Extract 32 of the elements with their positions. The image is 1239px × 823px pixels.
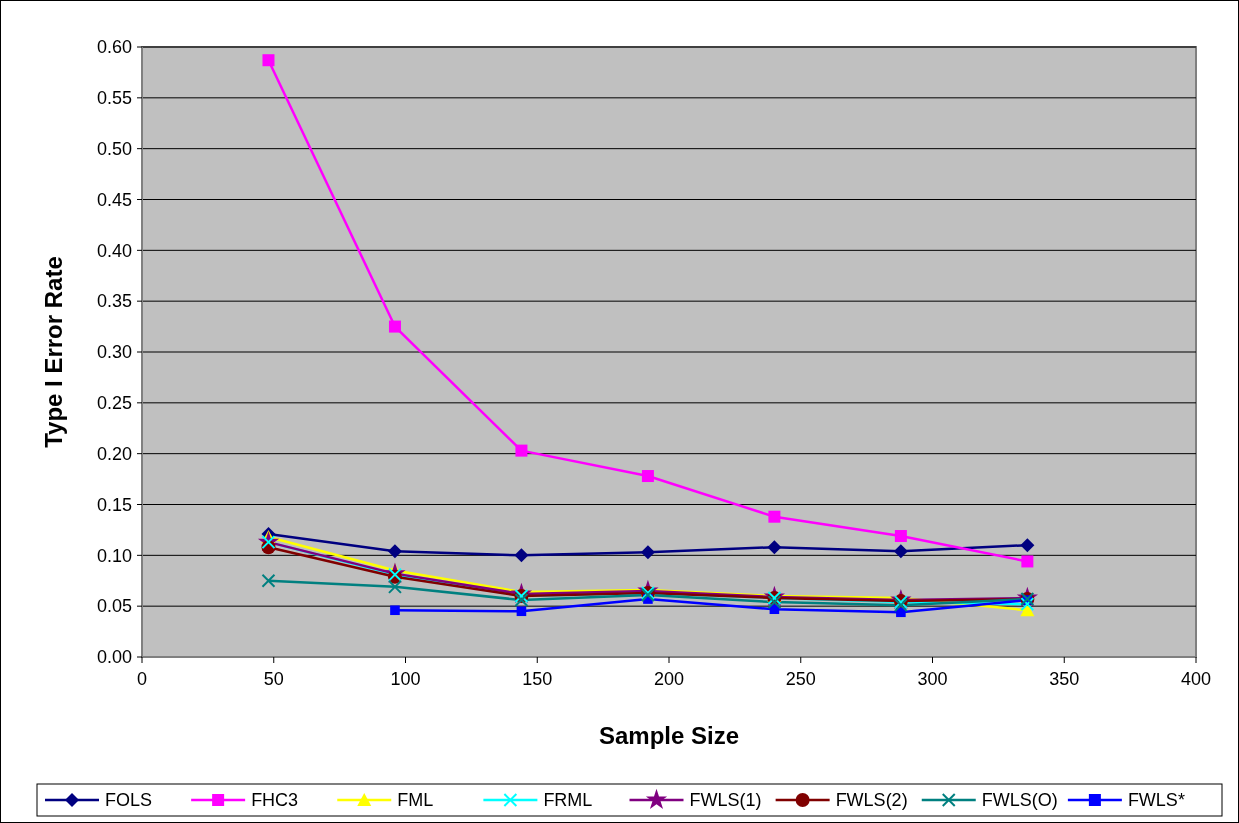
x-tick-label: 50 <box>263 669 284 689</box>
y-tick-label: 0.05 <box>96 596 132 617</box>
y-tick-label: 0.00 <box>96 647 132 668</box>
legend-label: FWLS* <box>1127 790 1185 811</box>
y-tick-label: 0.50 <box>96 138 132 159</box>
x-tick-label: 200 <box>653 669 685 689</box>
x-tick-label: 300 <box>917 669 948 689</box>
legend-label: FML <box>397 790 434 811</box>
y-tick-label: 0.40 <box>96 240 132 261</box>
y-tick-label: 0.35 <box>96 291 132 312</box>
y-tick-label: 0.30 <box>96 342 132 363</box>
y-tick-label: 0.15 <box>96 494 132 515</box>
y-tick-label: 0.45 <box>96 189 132 210</box>
x-tick-label: 400 <box>1180 669 1212 689</box>
y-tick-label: 0.55 <box>96 88 132 109</box>
y-tick-label: 0.60 <box>96 37 132 58</box>
legend-label: FWLS(O) <box>981 790 1058 811</box>
x-axis-title: Sample Size <box>598 722 740 749</box>
legend-label: FRML <box>543 790 593 811</box>
x-tick-label: 100 <box>390 669 421 689</box>
y-tick-label: 0.20 <box>96 443 132 464</box>
x-tick-label: 0 <box>136 669 148 689</box>
x-tick-label: 350 <box>1049 669 1080 689</box>
y-tick-label: 0.25 <box>96 393 132 414</box>
legend-label: FHC3 <box>251 790 299 811</box>
legend-label: FOLS <box>105 790 153 811</box>
legend-label: FWLS(2) <box>835 790 908 811</box>
legend-label: FWLS(1) <box>689 790 762 811</box>
y-tick-label: 0.10 <box>96 545 132 566</box>
x-tick-label: 150 <box>522 669 553 689</box>
x-tick-label: 250 <box>785 669 816 689</box>
y-axis-title: Type I Error Rate <box>40 256 67 448</box>
